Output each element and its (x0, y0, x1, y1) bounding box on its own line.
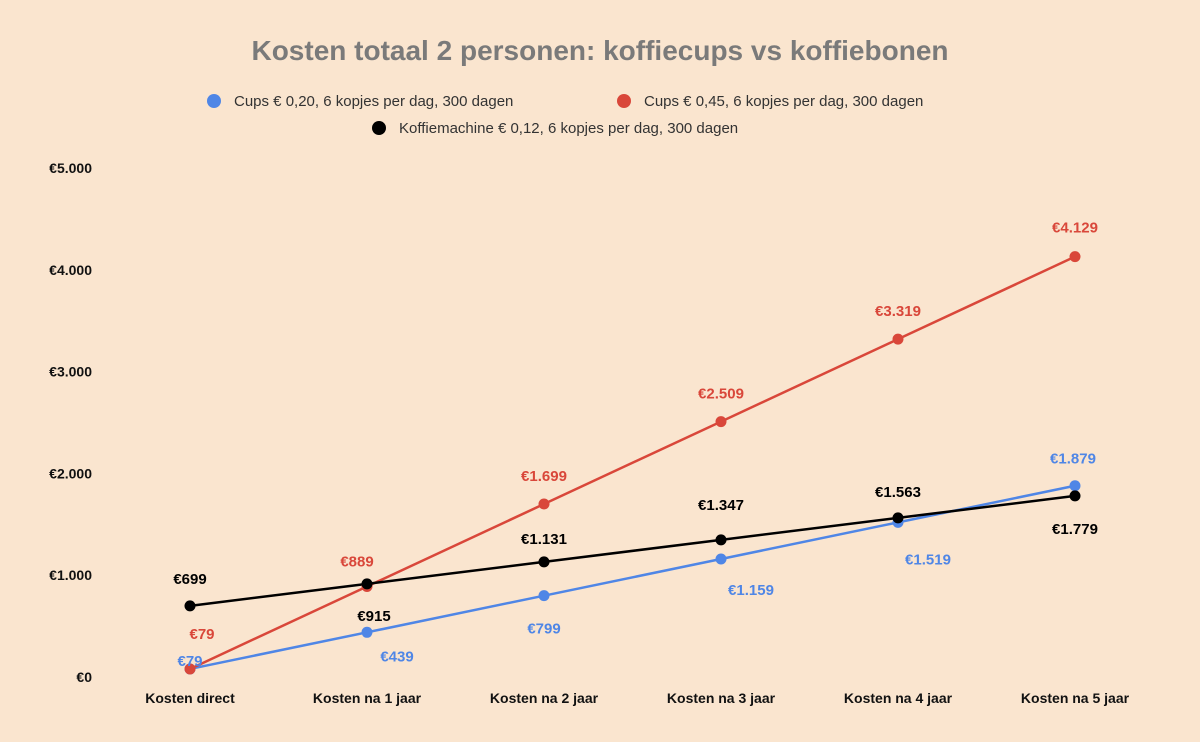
y-tick-label: €1.000 (49, 567, 92, 583)
data-point (715, 534, 727, 546)
y-axis: €0 €1.000 €2.000 €3.000 €4.000 €5.000 (49, 160, 92, 685)
data-label: €1.879 (1050, 451, 1096, 468)
x-tick-label: Kosten na 5 jaar (1021, 690, 1130, 706)
series-lines (189, 255, 1076, 671)
y-tick-label: €2.000 (49, 465, 92, 481)
data-label: €915 (357, 608, 390, 625)
x-tick-label: Kosten na 3 jaar (667, 690, 776, 706)
data-label: €1.563 (875, 484, 921, 501)
data-label: €2.509 (698, 386, 744, 403)
data-point (1069, 480, 1081, 492)
legend-marker (372, 121, 386, 135)
x-tick-label: Kosten na 2 jaar (490, 690, 599, 706)
chart-legend: Cups € 0,20, 6 kopjes per dag, 300 dagen… (207, 93, 923, 137)
series-line (189, 255, 1076, 671)
data-label: €799 (527, 621, 560, 638)
data-label: €1.347 (698, 497, 744, 514)
data-label: €1.779 (1052, 521, 1098, 538)
x-tick-label: Kosten na 1 jaar (313, 690, 422, 706)
legend-label: Koffiemachine € 0,12, 6 kopjes per dag, … (399, 120, 738, 137)
data-point (892, 333, 904, 345)
data-label: €79 (189, 626, 214, 643)
data-label: €889 (340, 553, 373, 570)
y-tick-label: €4.000 (49, 262, 92, 278)
y-tick-label: €0 (76, 669, 92, 685)
data-point (892, 512, 904, 524)
chart-title: Kosten totaal 2 personen: koffiecups vs … (251, 35, 948, 66)
data-label: €4.129 (1052, 220, 1098, 237)
data-point (184, 600, 196, 612)
series-line (189, 484, 1076, 671)
series-line (189, 494, 1076, 608)
data-point (538, 590, 550, 602)
y-tick-label: €5.000 (49, 160, 92, 176)
x-tick-label: Kosten na 4 jaar (844, 690, 953, 706)
data-point (1069, 251, 1081, 263)
x-tick-label: Kosten direct (145, 690, 235, 706)
legend-marker (207, 94, 221, 108)
data-point (538, 498, 550, 510)
data-label: €1.159 (728, 582, 774, 599)
data-point (715, 553, 727, 565)
legend-label: Cups € 0,45, 6 kopjes per dag, 300 dagen (644, 93, 923, 110)
data-label: €1.699 (521, 468, 567, 485)
data-label: €1.131 (521, 531, 567, 548)
data-label: €699 (173, 571, 206, 588)
data-point (361, 626, 373, 638)
y-tick-label: €3.000 (49, 364, 92, 380)
data-point (184, 663, 196, 675)
legend-label: Cups € 0,20, 6 kopjes per dag, 300 dagen (234, 93, 513, 110)
data-label: €1.519 (905, 551, 951, 568)
legend-marker (617, 94, 631, 108)
data-point (1069, 490, 1081, 502)
data-label: €79 (177, 653, 202, 670)
data-labels: €79 €439 €799 €1.159 €1.519 €1.879 €79 €889 €1.6… (173, 220, 1098, 670)
data-point (715, 416, 727, 428)
data-point (361, 578, 373, 590)
data-label: €3.319 (875, 303, 921, 320)
data-label: €439 (380, 648, 413, 665)
x-axis: Kosten direct Kosten na 1 jaar Kosten na 2… (145, 690, 1129, 706)
series-points (184, 251, 1081, 675)
data-point (538, 556, 550, 568)
